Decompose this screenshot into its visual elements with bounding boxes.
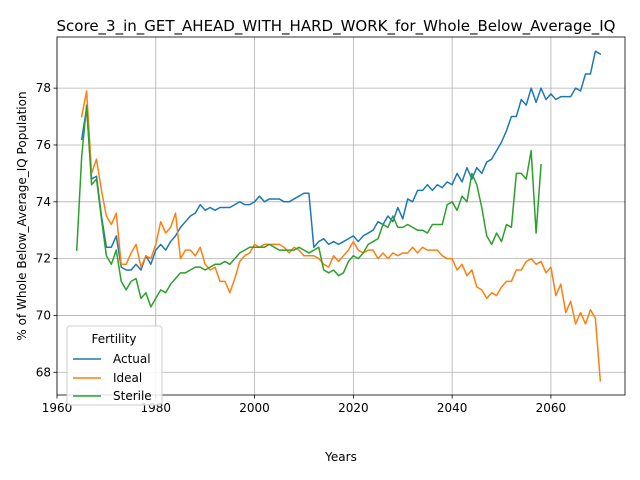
legend-title: Fertility	[91, 332, 136, 346]
x-tick-label: 2040	[437, 401, 468, 415]
x-tick-label: 1960	[42, 401, 73, 415]
legend-box	[66, 325, 163, 406]
legend-label-actual: Actual	[113, 352, 151, 366]
x-tick-label: 2060	[536, 401, 567, 415]
plot-area-frame	[56, 36, 626, 396]
y-tick-label: 70	[36, 308, 51, 322]
x-tick-label: 2020	[338, 401, 369, 415]
y-axis-ticks: 68 70 72 74 76 78	[36, 81, 57, 379]
series-line-actual	[80, 50, 602, 271]
y-axis-label: % of Whole Below_Average_IQ Population	[15, 91, 29, 340]
chart-title: Score_3_in_GET_AHEAD_WITH_HARD_WORK_for_…	[57, 17, 616, 36]
y-tick-label: 68	[36, 365, 51, 379]
y-tick-label: 78	[36, 81, 51, 95]
series-line-sterile	[75, 104, 542, 308]
y-tick-label: 72	[36, 252, 51, 266]
y-tick-label: 74	[36, 195, 51, 209]
series-line-ideal	[80, 90, 602, 382]
y-tick-label: 76	[36, 138, 51, 152]
series-lines	[75, 50, 602, 382]
x-tick-label: 2000	[239, 401, 270, 415]
x-axis-label: Years	[324, 450, 357, 464]
grid-lines	[56, 37, 625, 395]
x-axis-ticks: 1960 1980 2000 2020 2040 2060	[42, 395, 566, 415]
legend-label-sterile: Sterile	[113, 389, 152, 403]
legend: Fertility Actual Ideal Sterile	[66, 325, 163, 406]
legend-label-ideal: Ideal	[113, 371, 142, 385]
